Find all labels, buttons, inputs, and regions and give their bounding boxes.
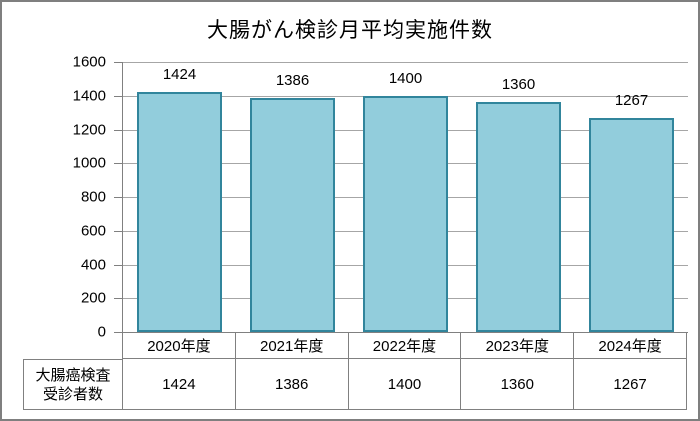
bar-2021年度[interactable] — [250, 98, 335, 332]
bar-data-label: 1424 — [162, 66, 197, 83]
y-axis-tick-label: 0 — [97, 323, 106, 341]
series-label-line: 大腸癌検査 — [35, 366, 111, 384]
bar-2022年度[interactable] — [363, 96, 448, 332]
y-axis-tick-label: 1600 — [72, 53, 106, 71]
data-table-value: 1360 — [461, 359, 575, 409]
y-axis-tick — [114, 62, 123, 63]
y-axis-tick-label: 800 — [80, 188, 106, 206]
y-axis-tick — [114, 95, 123, 97]
y-axis-tick-label: 400 — [80, 256, 106, 273]
bar-2023年度[interactable] — [476, 102, 561, 332]
x-axis-category-label: 2023年度 — [461, 332, 575, 358]
data-table-value: 1424 — [123, 359, 236, 409]
y-axis-tick — [114, 163, 123, 165]
x-axis-category-label: 2020年度 — [123, 332, 236, 358]
y-axis-tick-label: 1000 — [72, 154, 106, 172]
y-axis-tick-label: 200 — [80, 289, 106, 307]
y-axis-tick — [114, 298, 123, 300]
y-axis-tick — [114, 197, 123, 198]
x-axis-category-label: 2021年度 — [236, 332, 349, 358]
x-axis-category-label: 2022年度 — [349, 332, 462, 358]
y-axis-tick-label: 1400 — [72, 87, 106, 105]
data-table-values: 1424 1386 1400 1360 1267 — [122, 359, 687, 410]
y-axis-tick-label: 1200 — [72, 121, 106, 138]
bar-data-label: 1386 — [275, 72, 310, 89]
y-axis: 0 200 400 600 800 1000 1200 1400 1600 — [2, 2, 106, 419]
bar-data-label: 1360 — [501, 76, 536, 93]
plot-area: 1424 1386 1400 1360 1267 — [114, 62, 688, 333]
chart-title: 大腸がん検診月平均実施件数 — [207, 19, 493, 42]
data-table-value: 1267 — [574, 359, 687, 409]
data-table: 大腸癌検査 受診者数 1424 1386 1400 1360 1267 — [2, 359, 698, 410]
series-label-line: 受診者数 — [42, 385, 103, 403]
bar-data-label: 1400 — [388, 70, 423, 87]
data-table-value: 1400 — [349, 359, 462, 409]
bar-2020年度[interactable] — [137, 92, 222, 332]
bar-2024年度[interactable] — [589, 118, 674, 332]
y-axis-tick — [114, 230, 123, 232]
data-table-series-label: 大腸癌検査 受診者数 — [23, 359, 123, 410]
x-axis-category-label: 2024年度 — [574, 332, 687, 358]
gridline — [123, 62, 688, 63]
y-axis-tick — [114, 129, 123, 131]
bar-data-label: 1267 — [614, 92, 649, 109]
y-axis-tick — [114, 332, 123, 333]
data-table-value: 1386 — [236, 359, 349, 409]
y-axis-tick — [114, 264, 123, 266]
y-axis-tick-label: 600 — [80, 222, 106, 240]
x-axis-category-row: 2020年度 2021年度 2022年度 2023年度 2024年度 — [122, 332, 687, 359]
